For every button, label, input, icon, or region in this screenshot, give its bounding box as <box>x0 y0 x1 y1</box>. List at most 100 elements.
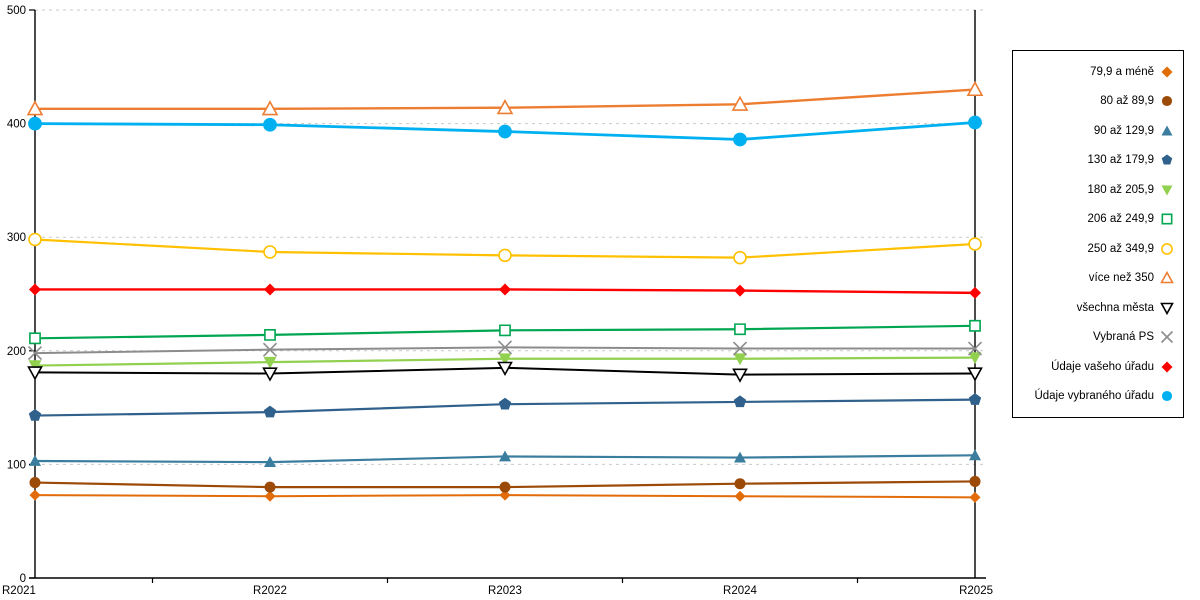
circle-marker-icon <box>968 115 982 130</box>
diamond-marker-icon <box>969 491 981 503</box>
x-tick-label: R2025 <box>959 585 993 597</box>
legend-label: 79,9 a méně <box>1090 65 1154 78</box>
x-marker-icon <box>27 346 43 361</box>
legend-label: 90 až 129,9 <box>1093 124 1154 137</box>
triangle-down-marker-icon <box>28 360 42 373</box>
legend-item-1: 80 až 89,9 <box>1021 93 1175 109</box>
triangle-down-marker-icon <box>262 367 278 382</box>
diamond-marker-icon <box>734 284 746 297</box>
diamond-marker-icon <box>29 489 41 501</box>
square-marker-icon <box>734 323 746 336</box>
legend-label: 250 až 349,9 <box>1087 242 1154 255</box>
legend-label: všechna města <box>1076 301 1154 314</box>
circle-marker-icon <box>733 132 747 147</box>
circle-marker-icon <box>29 477 41 489</box>
diamond-legend-icon <box>1161 66 1173 78</box>
series-11 <box>28 115 982 147</box>
diamond-marker-icon <box>29 283 41 296</box>
diamond-legend-icon <box>1161 361 1173 373</box>
triangle-up-legend-icon <box>1160 271 1174 284</box>
square-marker-icon <box>969 319 981 332</box>
y-tick-label: 0 <box>20 573 26 585</box>
circle-marker-icon <box>264 481 276 493</box>
triangle-up-marker-icon <box>499 450 511 462</box>
triangle-up-marker-icon <box>264 456 276 468</box>
x-tick-label: R2021 <box>2 585 36 597</box>
pentagon-marker-icon <box>968 393 982 405</box>
pentagon-legend-icon <box>1161 154 1173 165</box>
square-marker-icon <box>499 324 511 337</box>
diamond-marker-icon <box>499 283 511 296</box>
triangle-up-marker-icon <box>261 100 279 116</box>
triangle-down-marker-icon <box>733 353 747 366</box>
series-3 <box>28 393 982 421</box>
diamond-marker-icon <box>264 283 276 296</box>
circle-marker-icon <box>28 232 42 247</box>
triangle-down-marker-icon <box>967 367 983 382</box>
legend-label: Údaje vybraného úřadu <box>1034 390 1154 403</box>
triangle-down-marker-icon <box>968 352 982 365</box>
y-tick-label: 300 <box>7 232 26 244</box>
circle-marker-icon <box>263 117 277 132</box>
series-7 <box>26 80 984 116</box>
triangle-down-marker-icon <box>732 368 748 383</box>
legend-item-11: Údaje vybraného úřadu <box>1021 388 1175 404</box>
y-tick-label: 400 <box>7 119 26 131</box>
legend-item-6: 250 až 349,9 <box>1021 241 1175 257</box>
legend-item-0: 79,9 a méně <box>1021 64 1175 80</box>
triangle-up-marker-icon <box>969 449 981 461</box>
triangle-down-marker-icon <box>498 353 512 366</box>
diamond-marker-icon <box>734 490 746 502</box>
circle-legend-icon <box>1161 391 1173 402</box>
series-6 <box>28 232 982 265</box>
triangle-up-marker-icon <box>29 454 41 466</box>
square-marker-icon <box>29 332 41 345</box>
y-tick-label: 500 <box>7 5 26 17</box>
triangle-down-legend-icon <box>1160 302 1174 315</box>
triangle-down-legend-icon <box>1161 185 1173 196</box>
pentagon-marker-icon <box>28 409 42 421</box>
series-8 <box>27 361 983 383</box>
circle-marker-icon <box>28 116 42 131</box>
legend-label: více než 350 <box>1088 272 1154 285</box>
pentagon-marker-icon <box>733 395 747 408</box>
legend-item-2: 90 až 129,9 <box>1021 123 1175 139</box>
series-1 <box>29 475 981 493</box>
circle-marker-icon <box>499 481 511 493</box>
legend-item-4: 180 až 205,9 <box>1021 182 1175 198</box>
circle-marker-icon <box>968 237 982 251</box>
diamond-marker-icon <box>969 286 981 299</box>
legend-item-7: více než 350 <box>1021 270 1175 286</box>
square-marker-icon <box>264 328 276 341</box>
triangle-down-marker-icon <box>497 361 513 377</box>
triangle-down-marker-icon <box>27 366 43 381</box>
circle-legend-icon <box>1161 242 1173 255</box>
legend-label: Vybraná PS <box>1093 331 1154 344</box>
series-0 <box>29 489 981 503</box>
y-tick-label: 200 <box>7 346 26 358</box>
pentagon-marker-icon <box>498 397 512 410</box>
legend-label: 80 až 89,9 <box>1100 95 1154 108</box>
x-tick-label: R2024 <box>723 585 757 597</box>
legend-item-3: 130 až 179,9 <box>1021 152 1175 168</box>
legend-label: 130 až 179,9 <box>1087 154 1154 167</box>
pentagon-marker-icon <box>263 405 277 418</box>
triangle-up-marker-icon <box>731 95 749 111</box>
diamond-marker-icon <box>499 489 511 501</box>
circle-marker-icon <box>263 245 277 259</box>
diamond-marker-icon <box>264 490 276 502</box>
legend-label: Údaje vašeho úřadu <box>1051 360 1154 373</box>
triangle-down-marker-icon <box>263 356 277 369</box>
triangle-up-marker-icon <box>734 451 746 463</box>
x-legend-icon <box>1160 331 1174 344</box>
series-9 <box>27 340 983 361</box>
series-5 <box>29 319 981 345</box>
x-tick-label: R2023 <box>488 585 522 597</box>
triangle-up-marker-icon <box>966 80 984 97</box>
x-marker-icon <box>262 342 278 357</box>
series-2 <box>29 449 981 468</box>
triangle-up-marker-icon <box>26 100 44 116</box>
chart-legend: 79,9 a méně 80 až 89,9 90 až 129,9 130 až 1… <box>1012 50 1184 418</box>
